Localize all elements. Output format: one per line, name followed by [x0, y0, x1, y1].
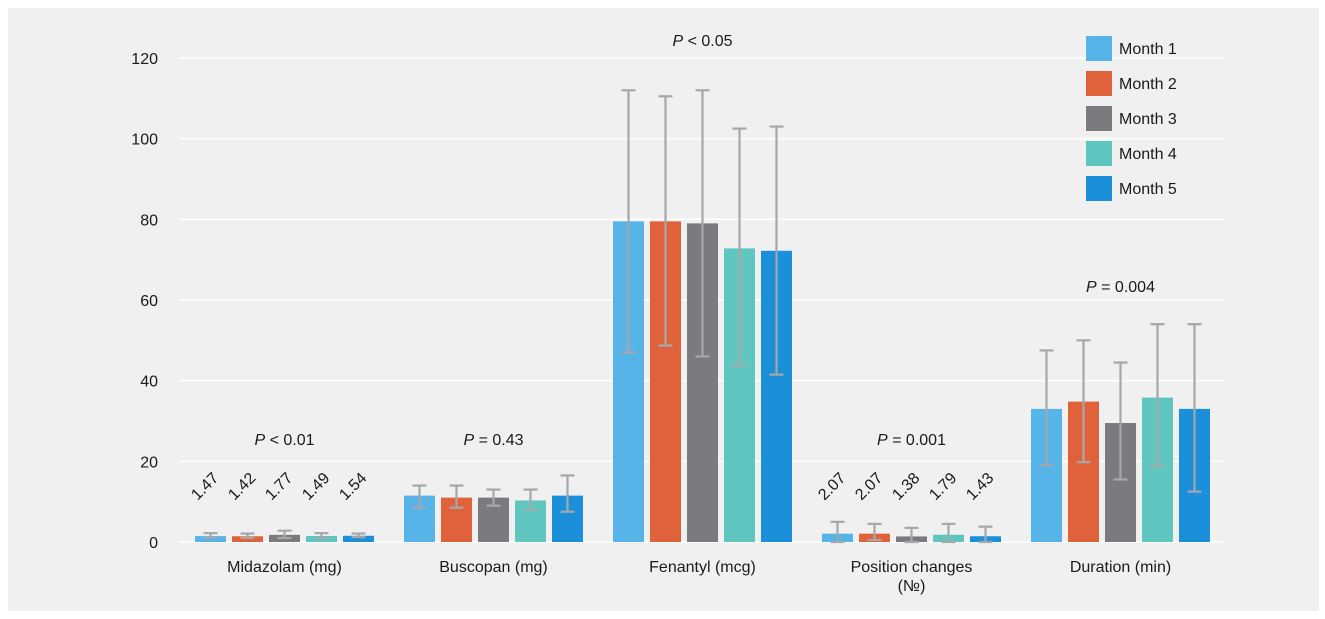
bar — [343, 535, 374, 542]
data-label: 1.42 — [225, 470, 259, 504]
error-bar — [351, 532, 366, 539]
y-tick-label: 80 — [140, 212, 158, 229]
p-value-label: P = 0.004 — [1086, 279, 1155, 296]
error-bar — [978, 525, 993, 544]
category-label: Midazolam (mg) — [227, 559, 342, 576]
y-tick-label: 20 — [140, 454, 158, 471]
category-label: Buscopan (mg) — [439, 559, 548, 576]
legend-item: Month 5 — [1086, 176, 1177, 201]
error-bar — [621, 89, 636, 354]
legend-label: Month 2 — [1119, 76, 1177, 93]
data-labels: 1.47 1.42 1.77 1.49 1.54 2.07 2.07 1.38 1.79 1.43 — [188, 470, 997, 504]
legend-swatch — [1086, 141, 1112, 166]
error-bar — [1113, 361, 1128, 481]
error-bar — [732, 127, 747, 367]
bar — [195, 536, 226, 542]
error-bar — [769, 125, 784, 376]
error-bar — [658, 95, 673, 347]
error-bar — [1076, 339, 1091, 464]
error-bar — [941, 522, 956, 544]
chart-frame: 0 20 40 60 80 100 120 1.47 1.42 1.77 1.49 1.54 2.07… — [8, 8, 1319, 611]
legend-item: Month 1 — [1086, 36, 1177, 61]
data-label: 2.07 — [815, 470, 849, 504]
error-bar — [1039, 349, 1054, 467]
error-bar — [560, 474, 575, 513]
data-label: 1.38 — [889, 470, 923, 504]
error-bar — [695, 89, 710, 358]
error-bar — [314, 532, 329, 540]
data-label: 1.54 — [336, 470, 370, 504]
error-bar — [523, 488, 538, 511]
data-label: 1.47 — [188, 470, 222, 504]
y-tick-label: 0 — [149, 535, 158, 552]
x-axis-categories: Midazolam (mg) Buscopan (mg) Fenantyl (mcg… — [227, 559, 1171, 595]
data-label: 1.43 — [963, 470, 997, 504]
legend: Month 1 Month 2 Month 3 Month 4 Month 5 — [1086, 36, 1177, 201]
p-value-label: P = 0.43 — [463, 432, 523, 449]
p-value-label: P < 0.01 — [254, 432, 314, 449]
error-bar — [277, 529, 292, 540]
legend-label: Month 4 — [1119, 146, 1177, 163]
y-tick-label: 40 — [140, 374, 158, 391]
category-label: Fenantyl (mcg) — [649, 559, 756, 576]
category-label: Duration (min) — [1070, 559, 1171, 576]
data-label: 1.79 — [926, 470, 960, 504]
p-value-annotations: P < 0.01 P = 0.43 P < 0.05 P = 0.001 P = 0.0… — [254, 33, 1155, 449]
category-label: Position changes (№) — [851, 559, 973, 595]
error-bar — [240, 532, 255, 540]
error-bar — [1150, 323, 1165, 468]
error-bar — [486, 488, 501, 507]
legend-swatch — [1086, 71, 1112, 96]
bar — [232, 536, 263, 542]
legend-swatch — [1086, 106, 1112, 131]
legend-label: Month 5 — [1119, 181, 1177, 198]
data-label: 1.77 — [262, 470, 296, 504]
p-value-label: P < 0.05 — [672, 33, 732, 50]
legend-item: Month 4 — [1086, 141, 1177, 166]
error-bar — [1187, 323, 1202, 493]
error-bar — [412, 484, 427, 509]
error-bar — [449, 484, 464, 509]
legend-swatch — [1086, 36, 1112, 61]
y-tick-label: 60 — [140, 293, 158, 310]
y-axis-ticks: 0 20 40 60 80 100 120 — [131, 51, 158, 552]
data-label: 1.49 — [299, 470, 333, 504]
legend-item: Month 3 — [1086, 106, 1177, 131]
y-tick-label: 100 — [131, 132, 158, 149]
error-bar — [904, 526, 919, 544]
y-tick-label: 120 — [131, 51, 158, 68]
data-label: 2.07 — [852, 470, 886, 504]
error-bar — [830, 520, 845, 544]
error-bars — [203, 89, 1202, 544]
legend-item: Month 2 — [1086, 71, 1177, 96]
legend-swatch — [1086, 176, 1112, 201]
bar-chart: 0 20 40 60 80 100 120 1.47 1.42 1.77 1.49 1.54 2.07… — [131, 33, 1225, 595]
p-value-label: P = 0.001 — [877, 432, 946, 449]
legend-label: Month 3 — [1119, 111, 1177, 128]
error-bar — [203, 532, 218, 539]
legend-label: Month 1 — [1119, 41, 1177, 58]
error-bar — [867, 522, 882, 542]
